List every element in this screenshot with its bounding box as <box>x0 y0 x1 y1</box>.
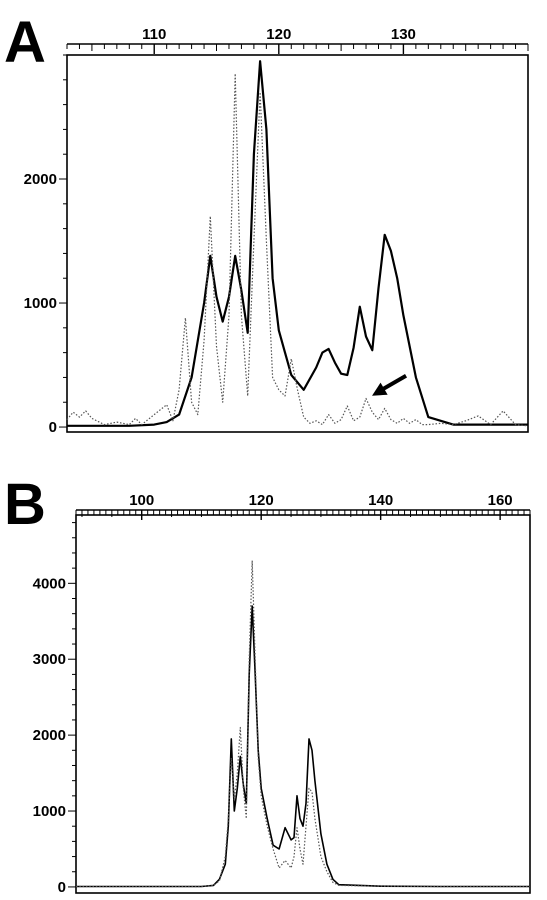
panel-b-y-tick-label: 3000 <box>33 651 66 668</box>
panel-a-y-tick-label: 2000 <box>24 171 57 188</box>
panel-b-x-tick-label: 100 <box>129 492 154 509</box>
panel-b-series-dotted-line <box>76 559 530 888</box>
panel-a-plot-frame <box>66 54 529 433</box>
panel-a-arrow-head <box>372 382 388 396</box>
panel-b-x-tick-label: 140 <box>368 492 393 509</box>
panel-b-y-tick-label: 1000 <box>33 803 66 820</box>
panel-a-chart: 110 120 130 0 1000 2000 <box>24 26 529 436</box>
panel-a-letter: A <box>4 10 46 75</box>
panel-b-y-tick-label: 4000 <box>33 575 66 592</box>
panel-b-x-tick-label: 120 <box>249 492 274 509</box>
panel-b-x-tick-label: 160 <box>488 492 513 509</box>
panel-b-series-solid-line <box>76 605 530 888</box>
panel-a-x-tick-label: 130 <box>391 26 416 43</box>
panel-b-letter: B <box>4 472 46 537</box>
panel-b-plot-frame <box>75 514 531 894</box>
panel-a-series-dotted-line <box>66 73 529 427</box>
panel-a-y-tick-label: 1000 <box>24 295 57 312</box>
panel-b-chart: 100 120 140 160 0 1000 2000 3000 4000 <box>33 492 531 896</box>
panel-b-y-tick-label: 2000 <box>33 727 66 744</box>
panel-a-x-tick-label: 110 <box>142 26 166 43</box>
panel-a-x-tick-label: 120 <box>266 26 291 43</box>
panel-b-y-tick-label: 0 <box>58 879 66 896</box>
panel-a-series-solid-line <box>67 60 528 427</box>
panel-a-arrow-shaft <box>379 374 408 393</box>
panel-a-y-tick-label: 0 <box>49 419 57 436</box>
